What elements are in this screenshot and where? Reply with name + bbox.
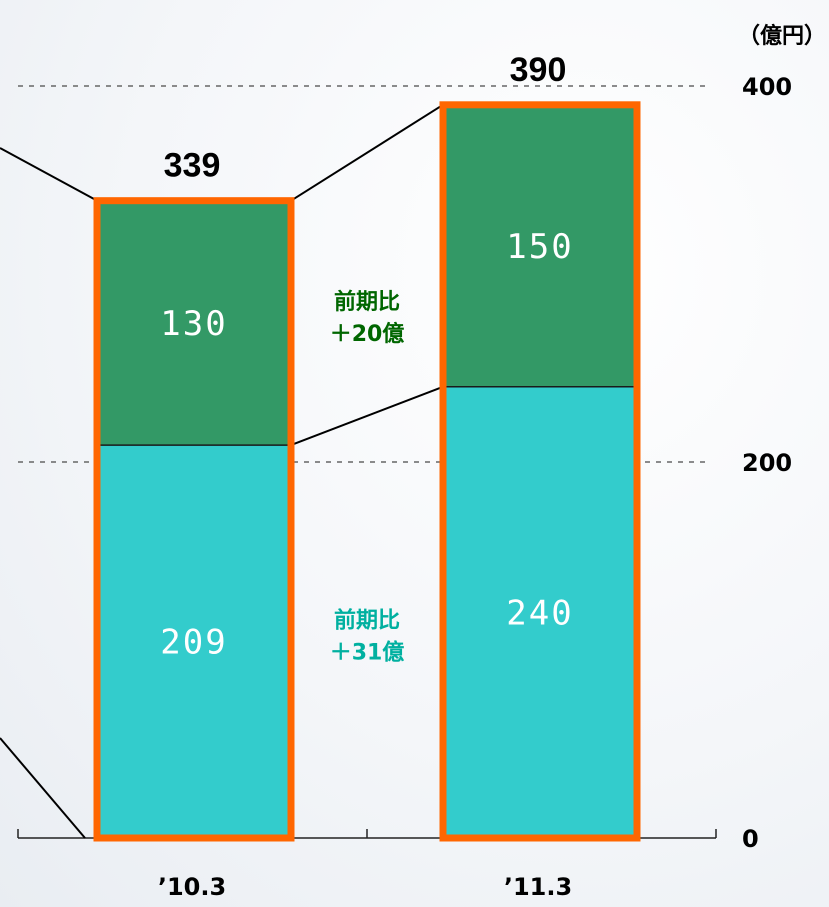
- bar-segment-0-0: [97, 445, 291, 838]
- connector-top-0: [0, 147, 98, 202]
- y-tick-label-200: 200: [742, 449, 792, 477]
- data-label-1-0: 130: [160, 304, 227, 344]
- total-label-1: 390: [510, 51, 567, 89]
- total-label-0: 339: [164, 147, 221, 185]
- change-note-0-1: ＋20億: [330, 321, 405, 347]
- unit-label: （億円）: [738, 24, 827, 49]
- data-label-0-1: 240: [506, 593, 573, 633]
- category-label-1: ’11.3: [504, 873, 572, 901]
- y-tick-label-0: 0: [742, 825, 759, 853]
- bar-segment-0-1: [443, 386, 637, 838]
- data-label-1-1: 150: [506, 227, 573, 267]
- change-note-1-0: 前期比: [334, 608, 400, 634]
- bar-outline-1: [439, 101, 641, 842]
- connector-mid-1: [290, 385, 444, 447]
- connector-bottom-0: [0, 737, 86, 839]
- data-label-0-0: 209: [160, 623, 227, 663]
- category-label-0: ’10.3: [158, 873, 226, 901]
- bar-outline-0: [93, 197, 295, 842]
- bar-segment-1-1: [443, 104, 637, 387]
- change-note-1-1: ＋31億: [330, 640, 405, 666]
- change-note-0-0: 前期比: [334, 289, 400, 315]
- y-tick-label-400: 400: [742, 73, 792, 101]
- connector-top-1: [290, 103, 444, 202]
- bar-segment-1-0: [97, 200, 291, 446]
